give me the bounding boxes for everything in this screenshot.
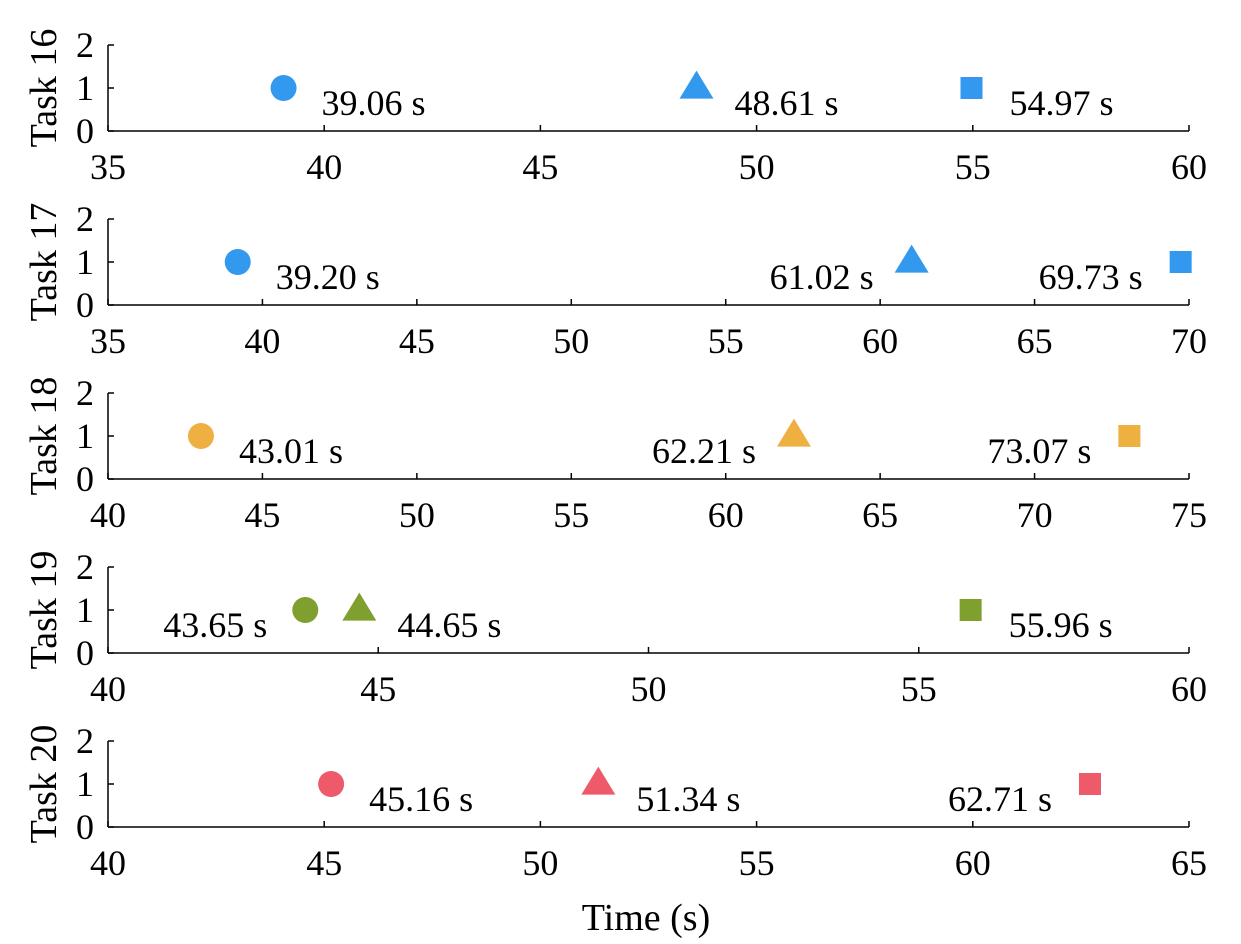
y-tick-label: 2: [76, 373, 94, 413]
x-tick-label: 50: [553, 321, 589, 361]
x-tick-label: 45: [244, 495, 280, 535]
x-tick-label: 40: [90, 669, 126, 709]
x-tick-label: 50: [399, 495, 435, 535]
x-tick-label: 65: [1171, 843, 1207, 883]
x-tick-label: 40: [90, 495, 126, 535]
panel-task-19: 012 40 45 50 55 60 Task 19 43.65 s 44.65 s 55.96 …: [23, 547, 1207, 709]
point-circle-marker: [292, 597, 319, 623]
x-tick-label: 40: [90, 843, 126, 883]
point-circle-marker: [318, 771, 345, 797]
point-triangle-marker: [342, 592, 377, 621]
x-tick-label: 45: [522, 147, 558, 187]
x-tick-label: 70: [1171, 321, 1207, 361]
data-label: 62.21 s: [652, 431, 756, 471]
point-square-marker: [1078, 773, 1101, 795]
x-tick-label: 35: [90, 147, 126, 187]
x-tick-label: 55: [955, 147, 991, 187]
y-axis-label: Task 20: [23, 725, 65, 844]
data-label: 69.73 s: [1039, 257, 1143, 297]
x-tick-label: 35: [90, 321, 126, 361]
x-tick-label: 40: [306, 147, 342, 187]
point-square-marker: [960, 77, 983, 99]
x-axis-label: Time (s): [582, 897, 710, 939]
panel-task-18: 012 40 45 50 55 60 65 70 75 Task 18 43.01 s 62.21 s…: [23, 373, 1207, 535]
x-tick-label: 45: [360, 669, 396, 709]
data-label: 51.34 s: [636, 779, 740, 819]
data-label: 61.02 s: [770, 257, 874, 297]
panel-task-17: 012 35 40 45 50 55 60 65 70 Task 17 39.20 s 61.02 s…: [23, 199, 1207, 361]
y-tick-label: 0: [76, 459, 94, 499]
x-tick-label: 55: [739, 843, 775, 883]
x-tick-label: 60: [955, 843, 991, 883]
point-circle-marker: [187, 423, 214, 449]
y-tick-label: 0: [76, 807, 94, 847]
x-tick-label: 70: [1017, 495, 1053, 535]
x-tick-label: 65: [862, 495, 898, 535]
y-tick-label: 2: [76, 199, 94, 239]
data-label: 39.06 s: [322, 83, 426, 123]
panel-task-16: 012 35 40 45 50 55 60 Task 16 39.06 s 48.61 s 54.9…: [23, 25, 1207, 187]
y-axis-label: Task 16: [23, 29, 65, 148]
y-tick-label: 0: [76, 111, 94, 151]
point-square-marker: [959, 599, 982, 621]
point-triangle-marker: [581, 766, 616, 795]
y-tick-label: 0: [76, 285, 94, 325]
point-circle-marker: [224, 249, 251, 275]
data-label: 73.07 s: [987, 431, 1091, 471]
y-tick-label: 1: [76, 416, 94, 456]
x-tick-label: 50: [522, 843, 558, 883]
y-tick-label: 1: [76, 764, 94, 804]
y-axis-label: Task 18: [23, 377, 65, 496]
x-tick-label: 60: [1171, 669, 1207, 709]
x-tick-label: 75: [1171, 495, 1207, 535]
data-label: 55.96 s: [1009, 605, 1113, 645]
y-tick-label: 1: [76, 68, 94, 108]
y-tick-label: 2: [76, 25, 94, 65]
data-label: 44.65 s: [397, 605, 501, 645]
point-square-marker: [1118, 425, 1141, 447]
point-square-marker: [1169, 251, 1192, 273]
y-tick-label: 0: [76, 633, 94, 673]
data-label: 45.16 s: [369, 779, 473, 819]
x-tick-label: 60: [862, 321, 898, 361]
x-tick-label: 55: [553, 495, 589, 535]
point-circle-marker: [270, 75, 297, 101]
data-label: 43.65 s: [163, 605, 267, 645]
x-tick-label: 40: [244, 321, 280, 361]
data-label: 48.61 s: [734, 83, 838, 123]
y-axis-label: Task 19: [23, 551, 65, 670]
x-tick-label: 45: [306, 843, 342, 883]
x-tick-label: 50: [739, 147, 775, 187]
x-tick-label: 45: [399, 321, 435, 361]
point-triangle-marker: [776, 418, 811, 447]
point-triangle-marker: [679, 70, 714, 99]
x-tick-label: 65: [1017, 321, 1053, 361]
data-label: 39.20 s: [276, 257, 380, 297]
y-tick-label: 1: [76, 590, 94, 630]
panel-task-20: 012 40 45 50 55 60 65 Task 20 45.16 s 51.34 s 62.7…: [23, 721, 1207, 883]
x-tick-label: 60: [1171, 147, 1207, 187]
x-tick-label: 50: [631, 669, 667, 709]
data-label: 54.97 s: [1010, 83, 1114, 123]
data-label: 43.01 s: [239, 431, 343, 471]
y-tick-label: 2: [76, 547, 94, 587]
y-tick-label: 2: [76, 721, 94, 761]
x-tick-label: 55: [901, 669, 937, 709]
y-axis-label: Task 17: [23, 203, 65, 322]
point-triangle-marker: [894, 244, 929, 273]
y-tick-label: 1: [76, 242, 94, 282]
data-label: 62.71 s: [948, 779, 1052, 819]
x-tick-label: 55: [708, 321, 744, 361]
x-tick-label: 60: [708, 495, 744, 535]
